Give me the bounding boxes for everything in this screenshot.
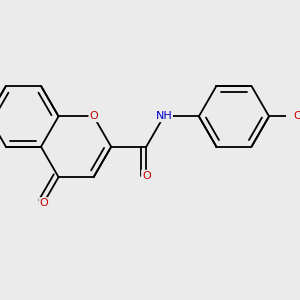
Text: O: O — [142, 170, 151, 181]
Text: O: O — [39, 198, 48, 208]
Text: O: O — [89, 111, 98, 122]
Text: NH: NH — [155, 111, 172, 122]
Text: O: O — [293, 111, 300, 122]
